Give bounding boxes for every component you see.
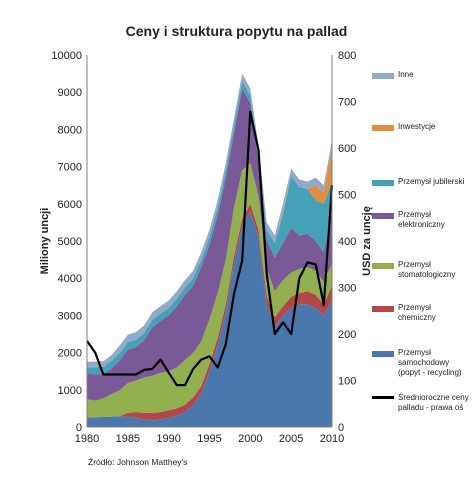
legend-swatch: [372, 73, 394, 79]
legend-label: Przemysł stomatologiczny: [398, 260, 456, 279]
chart-title: Ceny i struktura popytu na pallad: [125, 23, 348, 39]
legend-label: Przemysł elektroniczny: [398, 210, 445, 229]
y2-tick-label: 200: [338, 329, 356, 341]
y-tick-label: 2000: [58, 348, 82, 360]
y2-tick-label: 400: [338, 236, 356, 248]
y-tick-label: 4000: [58, 273, 82, 285]
legend-label: Średnioroczne ceny palladu - prawa oś: [398, 393, 469, 412]
y-tick-label: 5000: [58, 236, 82, 248]
legend-swatch: [372, 396, 394, 399]
price-line: [86, 110, 334, 387]
y2-axis-title: USD za uncję: [361, 206, 373, 276]
y2-tick-label: 0: [338, 422, 344, 434]
x-tick-label: 1990: [156, 433, 180, 445]
area-przemysl-stomatologiczny: [87, 162, 332, 418]
y-tick-label: 1000: [58, 385, 82, 397]
legend-label: Inne: [398, 70, 414, 79]
x-tick-label: 1980: [75, 433, 99, 445]
legend-label: Przemysł jubilerski: [398, 177, 465, 186]
y2-tick-label: 800: [338, 50, 356, 62]
x-tick-label: 2005: [279, 433, 303, 445]
area-przemysl-samochodowy-popyt-recycling: [87, 211, 332, 427]
x-tick-label: 2010: [320, 433, 344, 445]
x-tick-label: 1995: [197, 433, 221, 445]
y2-tick-label: 600: [338, 143, 356, 155]
area-przemysl-jubilerski: [87, 81, 332, 375]
stacked-areas: [87, 73, 332, 427]
source-note: Źródło: Johnson Matthey's: [88, 457, 188, 467]
x-tick-label: 2000: [238, 433, 262, 445]
tick-labels: 1980 1985 1990 1995 2000 2005 2010010002000300…: [51, 50, 356, 445]
y2-tick-label: 300: [338, 283, 356, 295]
y2-tick-label: 700: [338, 97, 356, 109]
axes: [86, 55, 333, 428]
legend-swatch: [372, 180, 394, 186]
y-tick-label: 10000: [51, 50, 82, 62]
y-tick-label: 9000: [58, 87, 82, 99]
legend-label: Inwestycje: [398, 122, 436, 131]
y-tick-label: 6000: [58, 199, 82, 211]
y-tick-label: 7000: [58, 162, 82, 174]
price-line-layer: [86, 110, 334, 387]
y-tick-label: 0: [76, 422, 82, 434]
y-tick-label: 3000: [58, 310, 82, 322]
x-tick-label: 1985: [116, 433, 140, 445]
legend-swatch: [372, 125, 394, 131]
y2-tick-label: 100: [338, 376, 356, 388]
legend-swatch: [372, 351, 394, 357]
area-przemysl-chemiczny: [87, 203, 332, 421]
area-przemysl-elektroniczny: [87, 88, 332, 401]
legend-swatch: [372, 213, 394, 219]
y-tick-label: 8000: [58, 124, 82, 136]
y2-tick-label: 500: [338, 190, 356, 202]
y-axis-title: Miliony uncji: [39, 208, 51, 275]
legend-swatch: [372, 306, 394, 312]
legend-label: Przemysł chemiczny: [398, 303, 436, 322]
legend-label: Przemysł samochodowy (popyt - recycling): [398, 348, 462, 377]
legend-swatch: [372, 263, 394, 269]
